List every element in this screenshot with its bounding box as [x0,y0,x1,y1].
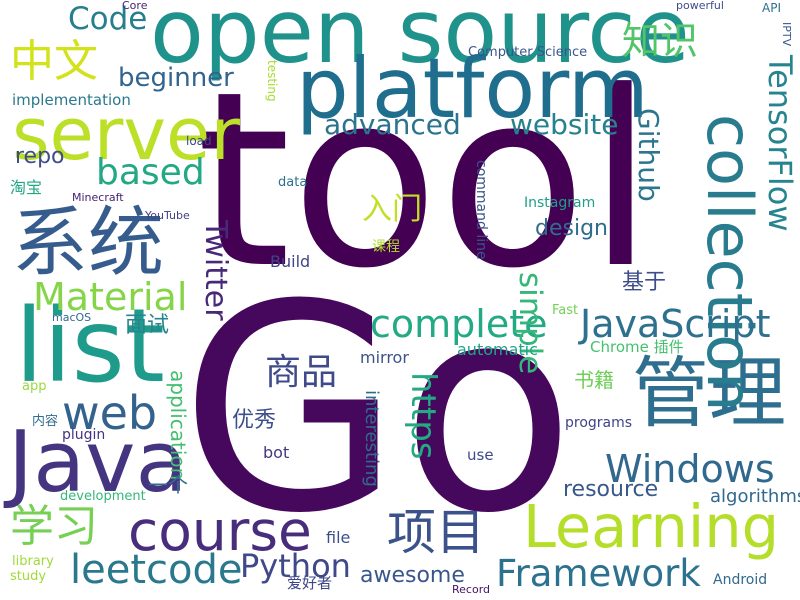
word: mirror [360,348,409,367]
word: beginner [118,63,234,93]
word: platform [296,40,649,137]
word: collection [693,114,766,412]
word: Twitter [198,220,233,321]
word: 入门 [362,192,422,227]
word: https [403,372,443,460]
word: 知识 [622,19,699,63]
word: Github [632,108,665,202]
word: YouTube [145,209,190,222]
word: API [762,1,781,15]
word: complete [370,302,548,346]
word: use [467,446,494,464]
word: Go [180,244,576,576]
word: Instagram [524,195,596,211]
word: awesome [360,563,465,588]
word: macOS [52,311,92,324]
word: interesting [361,390,382,487]
word: server [12,92,240,176]
word: Framework [496,552,701,595]
word: 优秀 [232,408,277,433]
word: open source [150,0,690,83]
word: bot [263,443,290,462]
word: app [22,379,47,394]
word: Fast [552,303,579,318]
word: Windows [605,447,775,491]
word: plugin [62,427,106,443]
word: TensorFlow [761,55,799,232]
word: Chrome 插件 [590,338,684,356]
word: data [278,175,308,190]
word: file [326,528,351,547]
word: 一个 [148,473,188,497]
word: Build [270,252,311,271]
word: list [15,287,165,406]
word: Record [452,583,491,596]
word: automatic [457,340,538,359]
word: Computer Science [468,45,588,60]
word: 项目 [387,504,486,561]
word: Core [122,0,148,12]
word: 系统 [12,198,164,287]
word: 面试 [125,313,170,338]
word: resource [563,477,659,502]
word: JavaScript [580,302,771,346]
word: study [10,569,47,584]
word: testing [265,60,279,102]
word: tool [196,40,655,322]
word: advanced [324,108,461,141]
word: 爱好者 [287,574,333,592]
word: programs [565,415,633,431]
word: Android [713,572,768,588]
word: 中文 [10,36,98,87]
word: 书籍 [574,368,614,392]
word: implementation [12,91,131,109]
word: 淘宝 [10,178,43,197]
word: algorithms [710,486,800,507]
word: 商品 [265,352,338,393]
word: powerful [676,0,724,12]
word: development [60,489,146,504]
word: Python [240,547,351,585]
word: 基于 [622,270,667,295]
word: Java [8,413,188,512]
word: website [510,108,619,141]
word: 内容 [32,414,59,429]
word: web [62,386,158,440]
word: library [12,554,54,569]
word: IPTV [780,22,793,47]
word: leetcode [70,547,243,593]
word: Learning [523,492,780,561]
word: 管理 [632,350,786,439]
word: design [535,216,608,241]
word: 学习 [10,501,98,552]
word: Minecraft [72,191,124,204]
word: course [128,499,312,563]
word: Code [68,1,148,37]
word: load [186,134,212,148]
word: command line [473,160,489,260]
word: Material [33,275,188,319]
word: application [166,370,190,481]
word: based [96,152,205,193]
word: 课程 [372,239,400,255]
word: repo [15,144,65,169]
